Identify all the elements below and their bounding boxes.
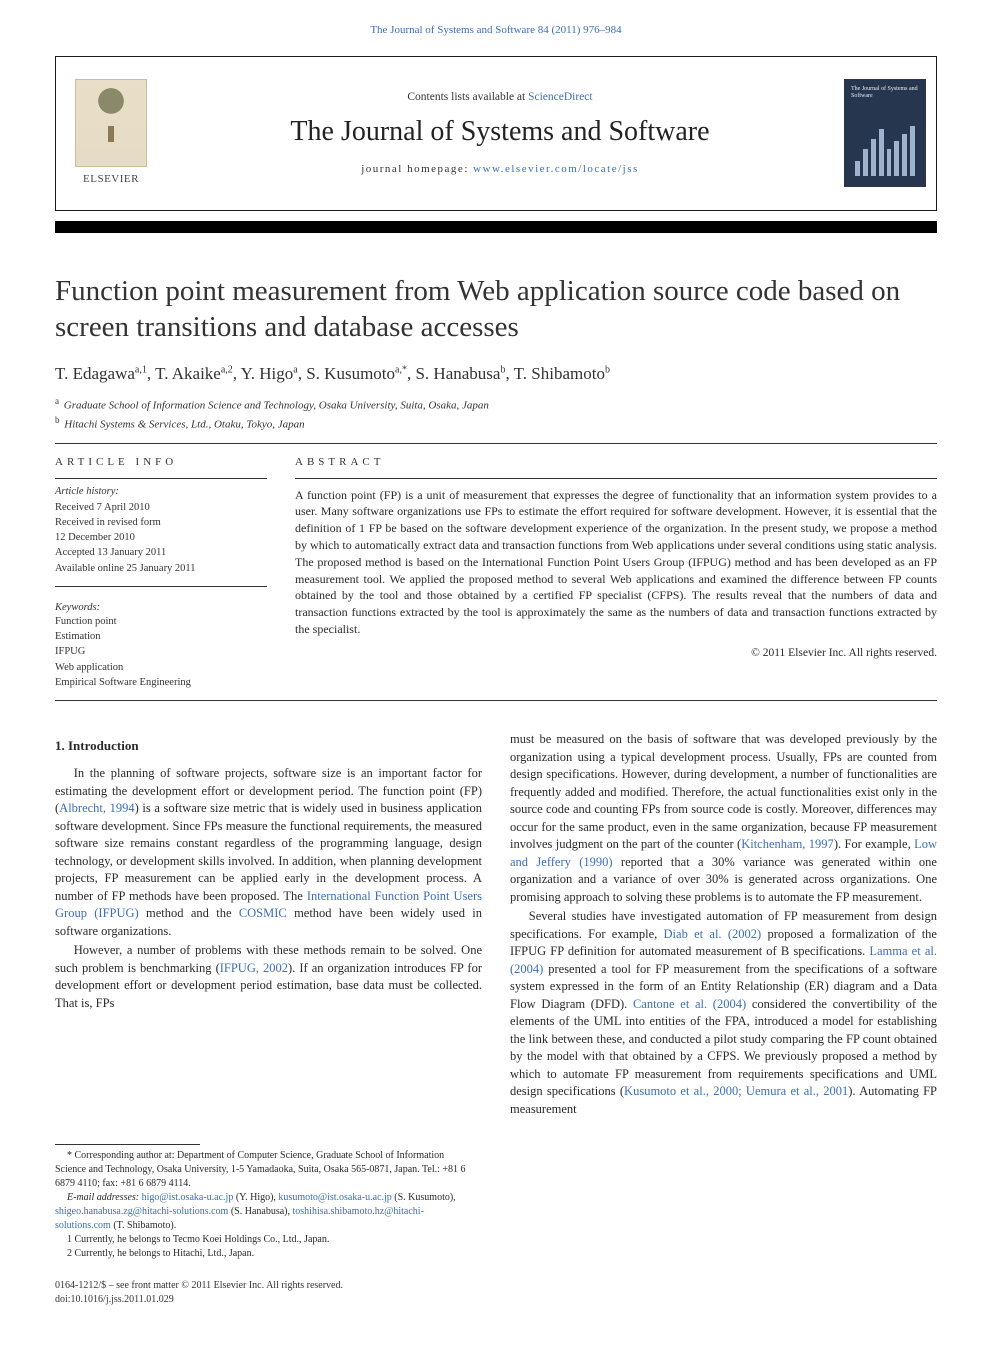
history-line: 12 December 2010 [55,530,267,545]
email-link[interactable]: higo@ist.osaka-u.ac.jp [142,1192,234,1203]
body-paragraph: However, a number of problems with these… [55,942,482,1012]
divider-rule [55,443,937,444]
affiliation-item: a Graduate School of Information Science… [55,395,937,414]
citation-link[interactable]: Kitchenham, 1997 [741,837,834,851]
article-body: 1. Introduction In the planning of softw… [55,731,937,1120]
body-paragraph: Several studies have investigated automa… [510,908,937,1118]
corresponding-author-note: * Corresponding author at: Department of… [55,1149,470,1191]
citation-link[interactable]: Diab et al. (2002) [664,927,762,941]
keywords-heading: Keywords: [55,601,267,614]
history-line: Accepted 13 January 2011 [55,545,267,560]
article-title: Function point measurement from Web appl… [55,273,937,346]
abstract-copyright: © 2011 Elsevier Inc. All rights reserved… [295,646,937,660]
page-footer: 0164-1212/$ – see front matter © 2011 El… [55,1279,937,1307]
author-list: T. Edagawaa,1, T. Akaikea,2, Y. Higoa, S… [55,363,937,384]
elsevier-tree-icon [75,79,147,167]
email-label: E-mail addresses: [67,1192,139,1203]
keyword-item: Estimation [55,629,267,644]
doi-line: doi:10.1016/j.jss.2011.01.029 [55,1293,937,1307]
front-matter-line: 0164-1212/$ – see front matter © 2011 El… [55,1279,937,1293]
keyword-item: IFPUG [55,644,267,659]
footnotes-block: * Corresponding author at: Department of… [55,1144,470,1261]
keyword-item: Function point [55,614,267,629]
author-note-1: 1 Currently, he belongs to Tecmo Koei Ho… [55,1233,470,1247]
divider-rule [55,700,937,701]
abstract-heading: ABSTRACT [295,456,937,470]
body-paragraph: must be measured on the basis of softwar… [510,731,937,906]
history-heading: Article history: [55,485,267,498]
citation-link[interactable]: IFPUG, 2002 [220,961,288,975]
publisher-name: ELSEVIER [83,173,139,187]
history-line: Available online 25 January 2011 [55,561,267,576]
header-black-bar [55,221,937,233]
journal-cover-cell: The Journal of Systems and Software [834,57,936,210]
meta-row: ARTICLE INFO Article history: Received 7… [55,456,937,690]
email-addresses: E-mail addresses: higo@ist.osaka-u.ac.jp… [55,1191,470,1233]
affiliation-item: b Hitachi Systems & Services, Ltd., Otak… [55,414,937,433]
citation-link[interactable]: COSMIC [239,906,287,920]
email-link[interactable]: shigeo.hanabusa.zg@hitachi-solutions.com [55,1206,228,1217]
contents-prefix: Contents lists available at [407,91,528,103]
running-head-link[interactable]: The Journal of Systems and Software 84 (… [370,24,621,36]
abstract-block: ABSTRACT A function point (FP) is a unit… [295,456,937,690]
citation-link[interactable]: Albrecht, 1994 [59,801,134,815]
citation-link[interactable]: Kusumoto et al., 2000; Uemura et al., 20… [624,1084,848,1098]
history-line: Received in revised form [55,515,267,530]
citation-link[interactable]: Cantone et al. (2004) [633,997,746,1011]
journal-cover-icon: The Journal of Systems and Software [844,79,926,187]
homepage-prefix: journal homepage: [361,163,473,175]
affiliation-list: a Graduate School of Information Science… [55,395,937,433]
journal-homepage-link[interactable]: www.elsevier.com/locate/jss [473,163,639,175]
running-head: The Journal of Systems and Software 84 (… [55,24,937,38]
abstract-text: A function point (FP) is a unit of measu… [295,487,937,638]
article-info-block: ARTICLE INFO Article history: Received 7… [55,456,267,690]
journal-homepage-line: journal homepage: www.elsevier.com/locat… [361,163,639,177]
history-line: Received 7 April 2010 [55,500,267,515]
keyword-item: Web application [55,660,267,675]
contents-available-line: Contents lists available at ScienceDirec… [407,90,592,104]
article-info-heading: ARTICLE INFO [55,456,267,470]
cover-label: The Journal of Systems and Software [851,86,919,100]
body-paragraph: In the planning of software projects, so… [55,765,482,940]
keyword-item: Empirical Software Engineering [55,675,267,690]
journal-name: The Journal of Systems and Software [290,114,709,149]
publisher-logo-cell: ELSEVIER [56,57,166,210]
sciencedirect-link[interactable]: ScienceDirect [528,91,593,103]
journal-header-center: Contents lists available at ScienceDirec… [166,57,834,210]
section-heading: 1. Introduction [55,737,482,755]
author-note-2: 2 Currently, he belongs to Hitachi, Ltd.… [55,1247,470,1261]
email-link[interactable]: kusumoto@ist.osaka-u.ac.jp [278,1192,391,1203]
journal-header-box: ELSEVIER Contents lists available at Sci… [55,56,937,211]
